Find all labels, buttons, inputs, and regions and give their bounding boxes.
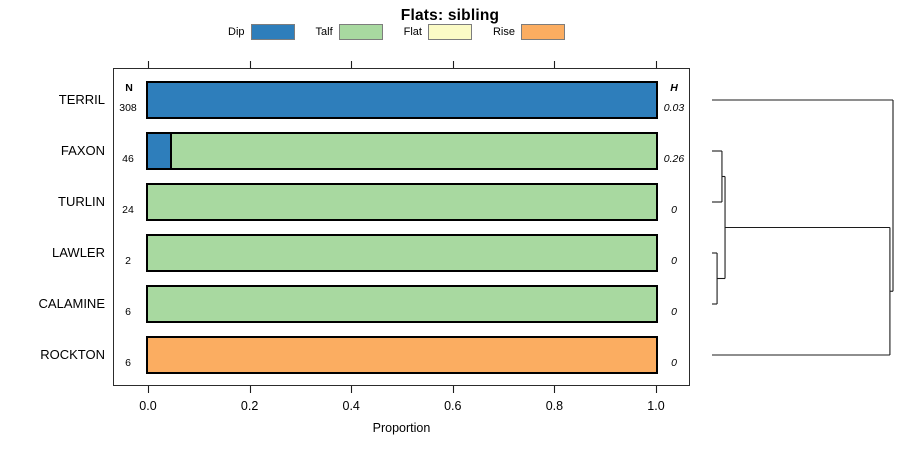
bar-segment-faxon-dip [148,134,170,168]
bar-calamine [146,285,658,323]
bar-segment-terril-dip [148,83,656,117]
n-value-turlin: 24 [122,204,134,216]
bar-segment-rockton-rise [148,338,656,372]
legend-swatch-dip [250,24,295,40]
h-value-rockton: 0 [671,357,677,369]
h-value-terril: 0.03 [663,102,685,114]
y-label-terril: TERRIL [58,92,105,107]
n-value-lawler: 2 [125,255,131,267]
chart-title: Flats: sibling [400,7,500,24]
y-label-faxon: FAXON [60,143,105,158]
bar-segment-lawler-talf [148,236,656,270]
n-value-rockton: 6 [125,357,131,369]
x-axis-title: Proportion [372,421,431,435]
h-value-turlin: 0 [671,204,677,216]
bar-lawler [146,234,658,272]
legend-swatch-rise [521,24,565,40]
legend: Dip Talf Flat Rise [228,24,565,40]
legend-label: Talf [315,26,333,38]
bar-terril [146,81,658,119]
n-value-calamine: 6 [125,306,131,318]
x-tick-label-0.6: 0.6 [444,399,462,413]
legend-item-rise: Rise [493,24,565,40]
n-column-header: N [125,82,133,94]
legend-swatch-talf [338,24,383,40]
x-tick-label-0.8: 0.8 [545,399,564,413]
plot-frame [113,68,690,386]
legend-label: Dip [228,26,245,38]
bar-segment-calamine-talf [148,287,656,321]
h-value-faxon: 0.26 [663,153,685,165]
x-tick-label-1.0: 1.0 [647,399,665,413]
h-column-header: H [670,82,678,94]
legend-item-dip: Dip [228,24,295,40]
legend-item-flat: Flat [404,24,472,40]
y-label-turlin: TURLIN [58,194,105,209]
x-tick-label-0.2: 0.2 [240,399,259,413]
bar-faxon [146,132,658,170]
n-value-terril: 308 [119,102,137,114]
y-label-calamine: CALAMINE [38,296,105,311]
legend-item-talf: Talf [316,24,383,40]
bar-segment-turlin-talf [148,185,656,219]
h-value-calamine: 0 [671,306,677,318]
y-label-lawler: LAWLER [52,245,105,260]
n-value-faxon: 46 [122,153,134,165]
bar-turlin [146,183,658,221]
bar-segment-faxon-talf [169,134,656,168]
bar-rockton [146,336,658,374]
legend-label: Flat [403,26,422,38]
x-tick-label-0.4: 0.4 [342,399,360,413]
legend-swatch-flat [427,24,472,40]
h-value-lawler: 0 [671,255,677,267]
x-tick-label-0.0: 0.0 [139,399,157,413]
legend-label: Rise [492,26,515,38]
y-label-rockton: ROCKTON [40,347,105,362]
